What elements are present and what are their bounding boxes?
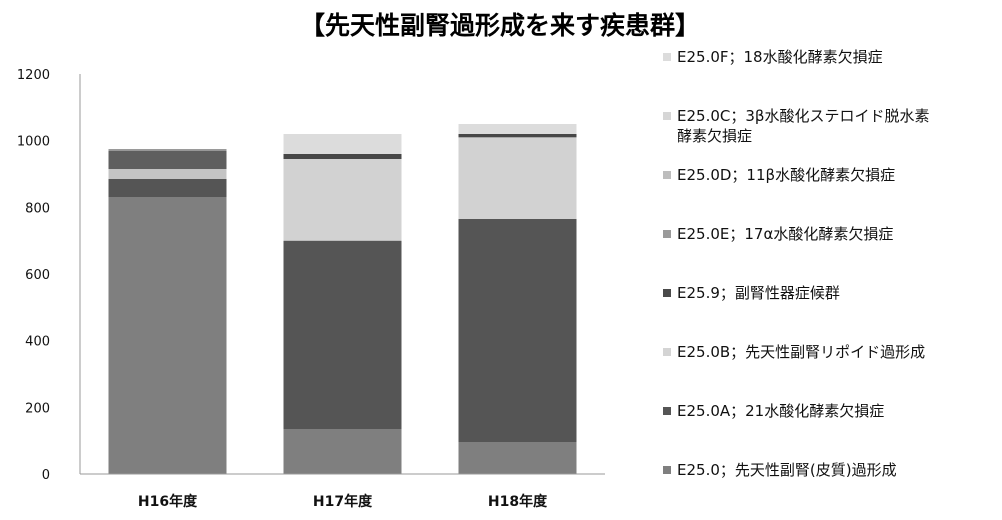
legend-swatch [663, 407, 671, 415]
chart-title: 【先天性副腎過形成を来す疾患群】 [300, 11, 700, 40]
bar-segment [108, 169, 227, 179]
legend-label: E25.0F；18水酸化酵素欠損症 [677, 48, 883, 66]
legend-label: E25.0C；3β水酸化ステロイド脱水素 [677, 107, 929, 125]
x-category-label: H17年度 [313, 493, 373, 510]
y-tick-label: 1200 [17, 68, 50, 83]
y-tick-label: 200 [25, 401, 50, 416]
legend-label: E25.0；先天性副腎(皮質)過形成 [677, 461, 897, 479]
legend-swatch [663, 348, 671, 356]
legend-swatch [663, 230, 671, 238]
bar-segment [108, 197, 227, 475]
bar-segment [458, 442, 577, 474]
legend: E25.0F；18水酸化酵素欠損症 E25.0C；3β水酸化ステロイド脱水素酵素欠… [663, 48, 929, 479]
bar-segment [283, 240, 402, 429]
bar-segment [108, 149, 227, 151]
y-tick-label: 800 [25, 201, 50, 216]
legend-label: E25.0B；先天性副腎リポイド過形成 [677, 343, 925, 361]
legend-swatch [663, 466, 671, 474]
bar-segment [108, 150, 227, 169]
y-tick-label: 600 [25, 268, 50, 283]
legend-label: E25.9；副腎性器症候群 [677, 284, 840, 302]
y-tick-label: 0 [42, 468, 50, 483]
legend-swatch [663, 53, 671, 61]
legend-label: 酵素欠損症 [677, 127, 752, 145]
legend-label: E25.0E；17α水酸化酵素欠損症 [677, 225, 893, 243]
bar-segment [108, 179, 227, 198]
bar-segment [458, 124, 577, 134]
bar-segment [458, 137, 577, 219]
y-tick-label: 400 [25, 335, 50, 350]
bar-segment [283, 134, 402, 154]
legend-label: E25.0A；21水酸化酵素欠損症 [677, 402, 884, 420]
y-tick-label: 1000 [17, 135, 50, 150]
bar-segment [283, 159, 402, 241]
plot-area: 0 200 400 600 800 1000 1200 H16年度 H17年度 H18年度 [17, 68, 605, 510]
x-category-label: H16年度 [138, 493, 198, 510]
legend-swatch [663, 171, 671, 179]
x-category-label: H18年度 [488, 493, 548, 510]
legend-swatch [663, 112, 671, 120]
bar-segment [458, 219, 577, 443]
bar-segment [283, 154, 402, 159]
bar-segment [458, 134, 577, 138]
legend-label: E25.0D；11β水酸化酵素欠損症 [677, 166, 895, 184]
bar-segment [283, 429, 402, 474]
legend-swatch [663, 289, 671, 297]
